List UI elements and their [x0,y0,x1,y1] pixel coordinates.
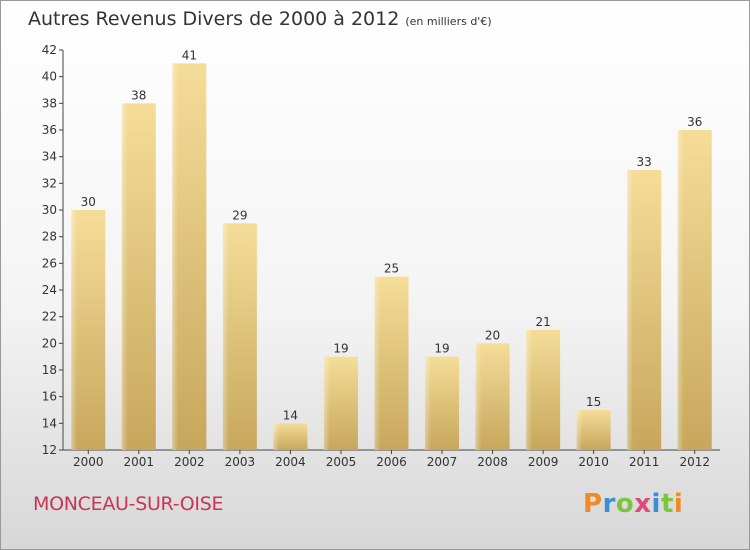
axes: 12 14 16 18 20 22 24 26 28 30 32 34 36 38 40 42 2000 2001… [42,43,720,469]
bar-highlight-2009 [526,330,533,450]
x-tick-label: 2008 [477,455,508,469]
x-tick-label: 2011 [629,455,660,469]
value-label: 33 [637,155,652,169]
logo-letter: x [634,489,652,519]
value-label: 25 [384,262,399,276]
bar-highlight-2010 [576,410,583,450]
bar-highlight-2007 [425,356,432,450]
bars [71,63,712,450]
logo-letter: t [660,489,674,519]
bar-highlight-2005 [323,356,330,450]
bar-highlight-2004 [273,423,280,450]
bar-highlight-2002 [172,63,179,450]
y-tick-label: 16 [42,390,57,404]
y-tick-label: 30 [42,203,57,217]
bar-highlight-2000 [71,210,78,450]
y-tick-label: 38 [42,96,57,110]
logo-letter: i [651,489,661,519]
y-tick-label: 32 [42,176,57,190]
chart-subtitle: (en milliers d'€) [405,15,492,28]
y-tick-label: 26 [42,256,57,270]
x-tick-label: 2002 [174,455,205,469]
value-label: 21 [535,315,550,329]
x-tick-label: 2010 [578,455,609,469]
value-label: 41 [182,48,197,62]
y-tick-label: 18 [42,363,57,377]
logo-letter: i [673,489,684,519]
y-tick-label: 28 [42,230,57,244]
y-tick-label: 36 [42,123,57,137]
x-tick-label: 2001 [124,455,155,469]
value-label: 30 [81,195,96,209]
x-tick-label: 2003 [225,455,256,469]
bar-highlight-2003 [222,223,229,450]
value-label: 29 [232,208,247,222]
y-tick-label: 40 [42,70,57,84]
y-tick-label: 12 [42,443,57,457]
bar-highlight-2006 [374,276,381,450]
value-label: 20 [485,328,500,342]
proxiti-logo: Proxiti [583,489,683,519]
bar-highlight-2001 [121,103,128,450]
y-tick-label: 24 [42,283,57,297]
logo-letter: P [583,489,603,519]
y-tick-label: 42 [42,43,57,57]
x-tick-label: 2000 [73,455,104,469]
logo-letter: r [602,489,616,519]
value-labels: 30 38 41 29 14 19 25 19 20 21 15 33 36 [81,48,703,422]
x-tick-label: 2004 [275,455,306,469]
x-tick-label: 2012 [679,455,710,469]
y-tick-label: 22 [42,310,57,324]
value-label: 15 [586,395,601,409]
value-label: 14 [283,408,298,422]
value-label: 38 [131,88,146,102]
place-name: MONCEAU-SUR-OISE [33,493,224,515]
y-tick-label: 14 [42,416,57,430]
x-tick-label: 2006 [376,455,407,469]
logo-letter: o [615,489,635,519]
bar-highlight-2012 [677,130,684,450]
y-tick-label: 34 [42,150,57,164]
bar-highlight-2008 [475,343,482,450]
bar-highlight-2011 [627,170,634,450]
chart-title-block: Autres Revenus Divers de 2000 à 2012 (en … [28,8,492,30]
x-tick-label: 2007 [427,455,458,469]
y-tick-label: 20 [42,336,57,350]
value-label: 19 [434,342,449,356]
x-tick-label: 2005 [326,455,357,469]
chart-title: Autres Revenus Divers de 2000 à 2012 [28,8,400,30]
x-tick-label: 2009 [528,455,559,469]
value-label: 36 [687,115,702,129]
value-label: 19 [333,342,348,356]
